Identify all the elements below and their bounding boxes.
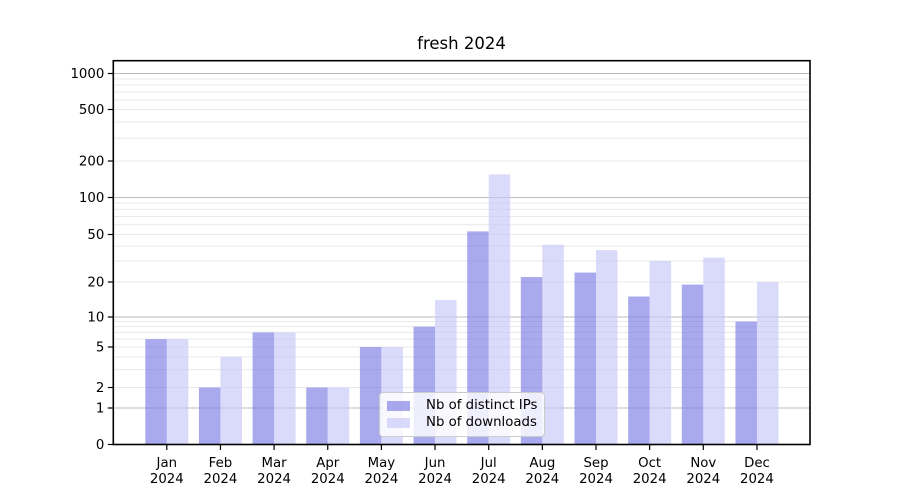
y-tick-label: 100 [79,191,104,206]
bar [542,244,564,445]
y-tick-label: 0 [96,438,104,453]
y-tick-label: 5 [96,341,104,356]
bar [145,339,167,445]
bar [735,321,757,445]
x-tick-label-month: Feb [209,456,233,471]
bar [467,231,489,445]
legend-swatch-downloads-icon [387,417,410,428]
axes: 01251020501002005001000Jan2024Feb2024Mar… [70,59,811,487]
x-tick-label-month: Jun [424,456,446,471]
y-tick-label: 1000 [70,67,104,82]
x-tick-label-year: 2024 [472,472,506,487]
legend-swatch-distinct-ips-icon [387,401,410,412]
x-tick-label-month: Dec [744,456,770,471]
x-tick-label-year: 2024 [579,472,613,487]
y-tick-label: 1 [96,402,104,417]
bar [574,272,596,445]
bar [681,284,704,445]
bar [703,257,725,445]
legend-label-distinct-ips: Nb of distinct IPs [426,398,538,414]
legend-item-downloads: Nb of downloads [387,415,537,431]
x-tick-label-year: 2024 [525,472,559,487]
y-tick-label: 50 [87,228,104,243]
x-tick-label-year: 2024 [204,472,238,487]
bar [649,260,672,445]
y-tick-label: 200 [79,155,104,170]
x-tick-label-year: 2024 [150,472,184,487]
bar [220,356,242,445]
x-tick-label-year: 2024 [740,472,774,487]
x-tick-label-month: Apr [316,456,340,471]
x-tick-label-month: Oct [638,456,661,471]
chart-title: fresh 2024 [417,34,506,53]
x-tick-label-month: Jul [480,456,497,471]
y-tick-label: 10 [87,311,104,326]
y-tick-label: 500 [79,103,104,118]
bar [327,387,350,445]
y-tick-label: 20 [87,276,104,291]
x-tick-label-year: 2024 [311,472,345,487]
x-tick-label-month: Nov [690,456,716,471]
bar [252,332,275,445]
bar [596,250,618,445]
bar [198,387,221,445]
x-tick-label-year: 2024 [257,472,291,487]
x-tick-label-month: Aug [529,456,555,471]
legend-label-downloads: Nb of downloads [426,415,537,431]
bar [488,174,511,445]
x-tick-label-year: 2024 [686,472,720,487]
bar [359,347,382,445]
bars-downloads [166,174,779,445]
bar [306,387,328,445]
x-tick-label-year: 2024 [364,472,398,487]
x-tick-label-year: 2024 [418,472,452,487]
legend: Nb of distinct IPs Nb of downloads [379,392,545,437]
bar [756,282,779,445]
bar [274,332,296,445]
y-tick-label: 2 [96,381,104,396]
x-tick-label-month: Jan [156,456,178,471]
x-tick-label-month: Sep [583,456,608,471]
legend-item-distinct-ips: Nb of distinct IPs [387,398,538,414]
bar [628,296,650,445]
x-tick-label-month: Mar [262,456,288,471]
x-tick-label-month: May [368,456,396,471]
bar [166,339,189,445]
x-tick-label-year: 2024 [633,472,667,487]
